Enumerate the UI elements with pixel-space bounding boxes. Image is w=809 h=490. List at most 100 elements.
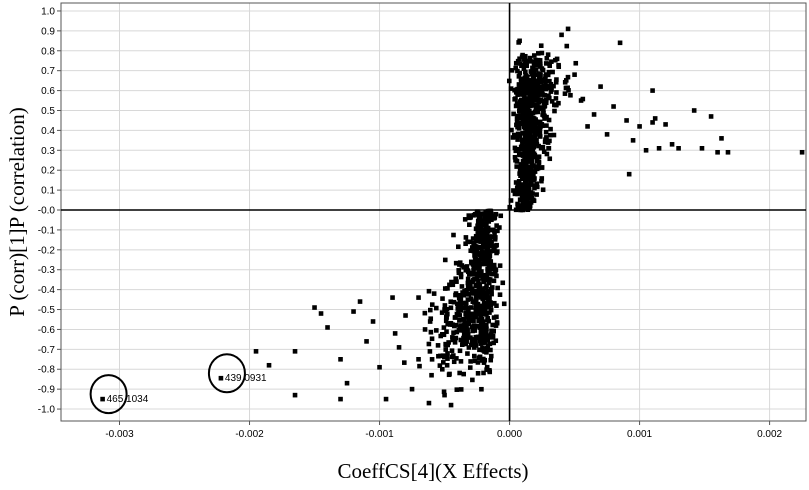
- data-point: [470, 337, 475, 342]
- data-point: [338, 396, 343, 402]
- data-point: [484, 364, 490, 370]
- data-point: [455, 301, 460, 307]
- data-point: [523, 73, 528, 78]
- data-point: [537, 61, 543, 67]
- data-point: [494, 320, 500, 326]
- data-points: [100, 26, 805, 408]
- y-tick-label: 0.8: [41, 46, 55, 57]
- data-point: [532, 169, 538, 174]
- data-point: [450, 335, 455, 340]
- data-point: [537, 119, 543, 125]
- data-point: [456, 293, 462, 298]
- data-point: [545, 72, 551, 78]
- data-point: [530, 92, 535, 97]
- data-point: [450, 282, 456, 288]
- data-point: [514, 116, 520, 121]
- y-tick-labels: -1.0 -0.9 -0.8 -0.7 -0.6 -0.5 -0.4 -0.3 -0.2 -0.1…: [38, 6, 61, 416]
- data-point: [516, 151, 522, 157]
- data-point: [545, 140, 551, 145]
- data-point: [523, 153, 529, 159]
- data-point: [481, 305, 486, 310]
- data-point: [477, 238, 483, 244]
- data-point: [513, 180, 519, 185]
- data-point: [799, 149, 805, 155]
- data-point: [487, 253, 493, 259]
- data-point: [521, 84, 526, 89]
- data-point: [473, 313, 479, 319]
- data-point: [546, 145, 551, 151]
- data-point: [454, 356, 459, 361]
- data-point: [519, 114, 524, 119]
- data-point: [532, 103, 538, 108]
- data-point: [437, 363, 443, 368]
- data-point: [483, 227, 488, 232]
- data-point: [534, 192, 539, 197]
- data-point: [325, 325, 330, 330]
- data-point: [488, 210, 493, 215]
- data-point: [478, 215, 483, 220]
- data-point: [725, 149, 731, 155]
- data-point: [451, 299, 457, 305]
- data-point: [492, 230, 497, 236]
- data-point: [476, 212, 481, 218]
- data-point: [429, 302, 435, 307]
- data-point: [517, 204, 523, 210]
- data-point: [491, 301, 497, 306]
- data-point: [481, 242, 486, 248]
- data-point: [489, 271, 495, 277]
- data-point: [457, 370, 462, 376]
- data-point: [565, 74, 571, 80]
- data-point: [519, 187, 524, 192]
- data-point: [440, 353, 446, 358]
- data-point: [539, 178, 544, 184]
- data-point: [509, 127, 514, 133]
- data-point: [530, 78, 536, 83]
- data-point: [488, 307, 494, 313]
- grid-lines: [61, 3, 806, 421]
- data-point: [482, 286, 487, 291]
- data-point: [543, 74, 548, 79]
- data-point: [491, 328, 496, 334]
- data-point: [442, 392, 447, 398]
- data-point: [457, 295, 463, 301]
- data-point: [488, 357, 494, 363]
- data-point: [580, 96, 586, 102]
- data-point: [487, 239, 492, 244]
- data-point: [485, 208, 491, 214]
- data-point: [475, 360, 481, 365]
- data-point: [494, 273, 499, 279]
- y-tick-label: 0.7: [41, 66, 55, 77]
- data-point: [515, 134, 520, 140]
- data-point: [498, 213, 504, 219]
- data-point: [476, 272, 481, 278]
- data-point: [514, 122, 519, 128]
- data-point: [461, 264, 466, 270]
- data-point: [676, 146, 681, 151]
- data-point: [515, 68, 520, 74]
- data-point: [485, 244, 491, 250]
- data-point: [439, 310, 445, 315]
- data-point: [493, 323, 499, 328]
- data-point: [527, 133, 533, 138]
- data-point: [488, 249, 493, 254]
- data-point: [719, 136, 724, 141]
- data-point: [535, 51, 541, 56]
- data-point: [548, 89, 554, 94]
- data-point: [532, 185, 537, 191]
- data-point: [525, 86, 530, 92]
- data-point: [477, 308, 483, 314]
- data-point: [465, 297, 471, 302]
- data-point: [481, 360, 487, 365]
- data-point: [522, 173, 528, 178]
- data-point: [471, 353, 477, 359]
- data-point: [539, 176, 545, 181]
- data-point: [513, 96, 518, 101]
- data-point: [519, 90, 524, 96]
- data-point: [540, 187, 546, 193]
- data-point: [465, 283, 471, 289]
- data-point: [514, 158, 520, 164]
- data-point: [533, 57, 538, 63]
- data-point: [542, 104, 547, 109]
- data-point: [482, 221, 488, 227]
- data-point: [439, 366, 445, 372]
